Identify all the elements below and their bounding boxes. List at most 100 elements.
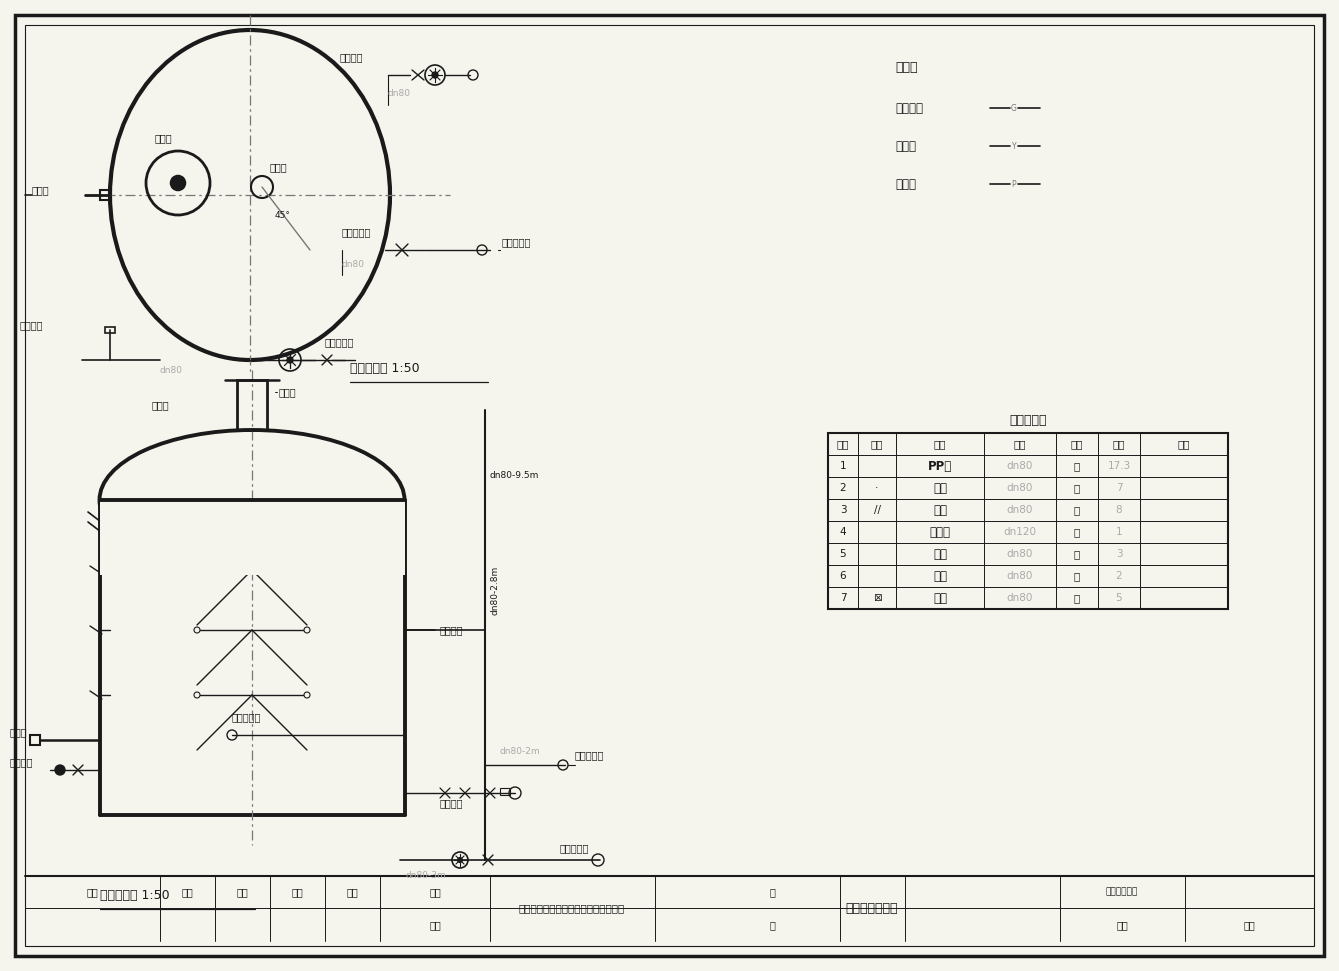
Text: dn80: dn80 bbox=[1007, 505, 1034, 515]
Text: 审核: 审核 bbox=[181, 887, 193, 897]
Text: 循环液口: 循环液口 bbox=[441, 798, 463, 808]
Text: 图: 图 bbox=[769, 887, 775, 897]
Text: //: // bbox=[873, 505, 881, 515]
Text: 5: 5 bbox=[840, 549, 846, 559]
Text: 4: 4 bbox=[840, 527, 846, 537]
Text: 营养液槽口: 营养液槽口 bbox=[560, 843, 589, 853]
Text: 45°: 45° bbox=[274, 211, 291, 219]
Text: 规格: 规格 bbox=[1014, 439, 1026, 449]
Text: 营养液口: 营养液口 bbox=[9, 757, 33, 767]
Text: 法兰: 法兰 bbox=[933, 504, 947, 517]
Text: 制图: 制图 bbox=[345, 887, 358, 897]
Text: 喷淋液口: 喷淋液口 bbox=[441, 625, 463, 635]
Text: dn80: dn80 bbox=[1007, 461, 1034, 471]
Text: 进气口: 进气口 bbox=[9, 727, 28, 737]
Text: dn80-9.5m: dn80-9.5m bbox=[490, 471, 540, 480]
Text: 17.3: 17.3 bbox=[1107, 461, 1130, 471]
Text: 工程: 工程 bbox=[428, 887, 441, 897]
Circle shape bbox=[194, 627, 200, 633]
Text: dn120: dn120 bbox=[1003, 527, 1036, 537]
Bar bbox=[828, 433, 1228, 609]
Text: dn80: dn80 bbox=[341, 259, 366, 269]
Text: 图例: 图例 bbox=[870, 439, 884, 449]
Circle shape bbox=[171, 176, 185, 190]
Text: dn80: dn80 bbox=[159, 365, 183, 375]
Text: 图别初步设计: 图别初步设计 bbox=[1106, 887, 1138, 897]
Text: 校对: 校对 bbox=[236, 887, 248, 897]
Text: 喷淋液口: 喷淋液口 bbox=[340, 52, 363, 62]
Text: 设计: 设计 bbox=[291, 887, 303, 897]
Text: 8: 8 bbox=[1115, 505, 1122, 515]
Text: 米: 米 bbox=[1074, 461, 1081, 471]
Text: 法兰盖: 法兰盖 bbox=[929, 525, 951, 539]
Bar bbox=[100, 500, 404, 575]
Text: 7: 7 bbox=[840, 593, 846, 603]
Text: 2: 2 bbox=[1115, 571, 1122, 581]
Circle shape bbox=[55, 765, 66, 775]
Text: dn80: dn80 bbox=[1007, 549, 1034, 559]
Text: dn80-2.8m: dn80-2.8m bbox=[490, 565, 499, 615]
Text: 序号: 序号 bbox=[837, 439, 849, 449]
Text: 四通: 四通 bbox=[933, 570, 947, 583]
Bar bbox=[104, 327, 115, 333]
Text: ·: · bbox=[876, 483, 878, 493]
Text: 工业用水: 工业用水 bbox=[894, 102, 923, 115]
Text: Y: Y bbox=[1012, 142, 1016, 151]
Circle shape bbox=[304, 567, 311, 573]
Text: 7: 7 bbox=[1115, 483, 1122, 493]
Text: 审定: 审定 bbox=[86, 887, 98, 897]
Text: dn80: dn80 bbox=[388, 88, 411, 97]
Text: 个: 个 bbox=[1074, 527, 1081, 537]
Text: 检修口: 检修口 bbox=[153, 400, 170, 410]
Text: 名: 名 bbox=[769, 920, 775, 930]
Circle shape bbox=[432, 72, 438, 78]
Text: 日期: 日期 bbox=[1243, 920, 1255, 930]
Text: 个: 个 bbox=[1074, 549, 1081, 559]
Text: 球阀: 球阀 bbox=[933, 591, 947, 605]
Text: 某市污水处理厂恶臭废气处理方案设计: 某市污水处理厂恶臭废气处理方案设计 bbox=[520, 903, 625, 914]
Bar bbox=[499, 788, 510, 795]
Text: 个: 个 bbox=[1074, 571, 1081, 581]
Text: P: P bbox=[1012, 180, 1016, 188]
Text: dn80-3m: dn80-3m bbox=[404, 870, 446, 880]
Text: 弯头: 弯头 bbox=[933, 548, 947, 560]
Text: 工业用水口: 工业用水口 bbox=[341, 227, 371, 237]
Text: 水管系统图 1:50: 水管系统图 1:50 bbox=[100, 888, 170, 901]
Text: 循环液: 循环液 bbox=[894, 178, 916, 190]
Text: 出气口: 出气口 bbox=[279, 387, 297, 397]
Text: 6: 6 bbox=[840, 571, 846, 581]
Text: dn80: dn80 bbox=[1007, 593, 1034, 603]
Text: 工业用水口: 工业用水口 bbox=[502, 237, 532, 247]
Text: 进气口: 进气口 bbox=[32, 185, 50, 195]
Text: 个: 个 bbox=[1074, 505, 1081, 515]
Text: 3: 3 bbox=[840, 505, 846, 515]
Text: 喷嘴: 喷嘴 bbox=[933, 482, 947, 494]
Text: 图号: 图号 bbox=[1117, 920, 1127, 930]
Text: G: G bbox=[1011, 104, 1016, 113]
Text: 5: 5 bbox=[1115, 593, 1122, 603]
Text: 水管平面图 1:50: 水管平面图 1:50 bbox=[349, 361, 419, 375]
Text: 检修口: 检修口 bbox=[155, 133, 173, 143]
Text: 1: 1 bbox=[1115, 527, 1122, 537]
Text: 营养液口: 营养液口 bbox=[20, 320, 43, 330]
Text: 工业用水口: 工业用水口 bbox=[232, 712, 261, 722]
Text: 名称: 名称 bbox=[933, 439, 947, 449]
Text: 个: 个 bbox=[1074, 593, 1081, 603]
Text: 备注: 备注 bbox=[1178, 439, 1190, 449]
Circle shape bbox=[458, 857, 462, 862]
Text: 工业用水口: 工业用水口 bbox=[574, 750, 604, 760]
Text: 出气口: 出气口 bbox=[270, 162, 288, 172]
Text: PP管: PP管 bbox=[928, 459, 952, 473]
Text: 名称: 名称 bbox=[428, 920, 441, 930]
Text: 3: 3 bbox=[1115, 549, 1122, 559]
Circle shape bbox=[304, 627, 311, 633]
Text: 1: 1 bbox=[840, 461, 846, 471]
Text: ⊠: ⊠ bbox=[873, 593, 881, 603]
Circle shape bbox=[194, 567, 200, 573]
Text: 营养液槽口: 营养液槽口 bbox=[325, 337, 355, 347]
Text: 2: 2 bbox=[840, 483, 846, 493]
Text: 营养液: 营养液 bbox=[894, 140, 916, 152]
Bar bbox=[100, 190, 110, 200]
Text: dn80: dn80 bbox=[1007, 483, 1034, 493]
Bar bbox=[237, 380, 266, 430]
